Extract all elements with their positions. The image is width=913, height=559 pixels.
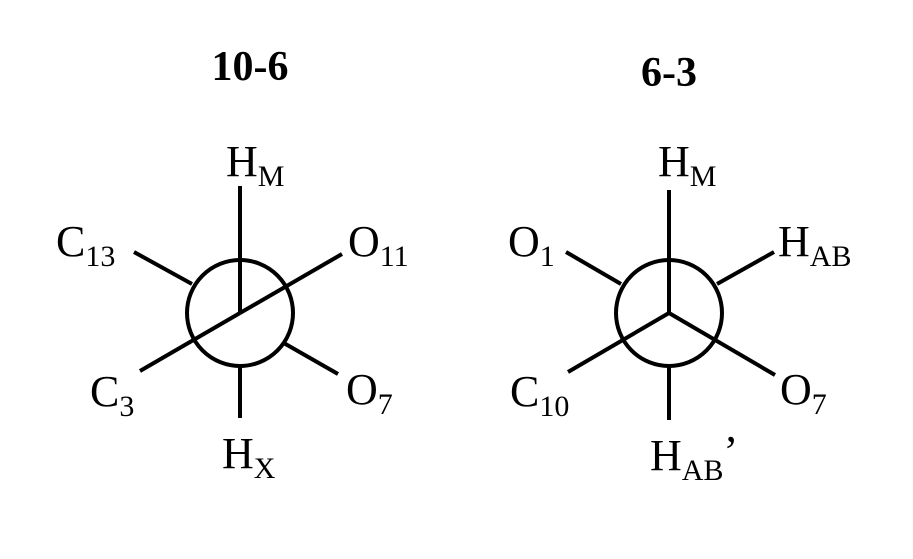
back-bond-lower-right (281, 340, 339, 376)
substituent-label-lower-right: O7 (346, 365, 393, 421)
substituent-label-lower-right: O7 (780, 365, 827, 421)
substituent-label-upper-left: C13 (56, 217, 115, 273)
substituent-label-top: HM (658, 137, 716, 193)
back-bond-upper-right (716, 250, 775, 286)
substituent-label-lower-left: C10 (510, 367, 569, 423)
front-bond-upper-right (238, 252, 344, 315)
substituent-label-bottom: HAB’ (650, 427, 738, 487)
projection-title: 10-6 (212, 44, 289, 90)
substituent-label-upper-right: O11 (348, 217, 409, 273)
substituent-label-upper-left: O1 (508, 217, 555, 273)
back-bond-upper-left (564, 250, 623, 286)
newman-projection-6-3: 6-3 HM O1 HAB C10 O7 HAB’ (508, 50, 851, 487)
front-bond-lower-right (667, 311, 777, 377)
front-bond-lower-left (566, 311, 671, 374)
projection-title: 6-3 (641, 50, 697, 96)
newman-projection-10-6: 10-6 HM C13 O11 C3 O7 HX (56, 44, 409, 485)
front-bond-lower-left (138, 311, 242, 373)
substituent-label-lower-left: C3 (90, 367, 134, 423)
substituent-label-top: HM (226, 137, 284, 193)
back-bond-upper-left (133, 250, 193, 286)
substituent-label-bottom: HX (222, 429, 276, 485)
substituent-label-upper-right: HAB (778, 217, 851, 273)
